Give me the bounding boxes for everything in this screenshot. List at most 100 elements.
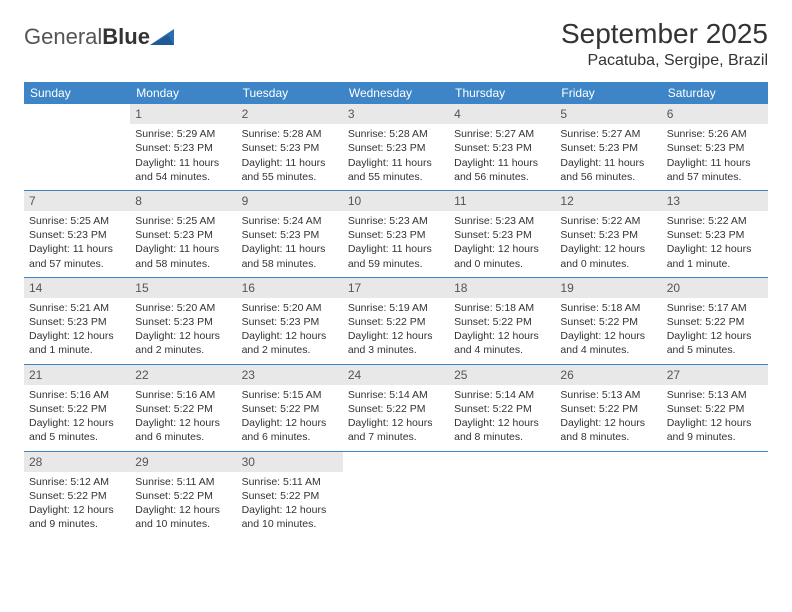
- weekday-cell: Sunday: [24, 82, 130, 104]
- sunset-text: Sunset: 5:22 PM: [454, 402, 550, 416]
- day-number: 16: [237, 278, 343, 298]
- daylight-text: Daylight: 12 hours and 8 minutes.: [454, 416, 550, 444]
- day-cell: 20Sunrise: 5:17 AMSunset: 5:22 PMDayligh…: [662, 278, 768, 364]
- day-number: 8: [130, 191, 236, 211]
- day-body: Sunrise: 5:20 AMSunset: 5:23 PMDaylight:…: [237, 298, 343, 364]
- daylight-text: Daylight: 12 hours and 5 minutes.: [667, 329, 763, 357]
- daylight-text: Daylight: 12 hours and 5 minutes.: [29, 416, 125, 444]
- day-body: Sunrise: 5:22 AMSunset: 5:23 PMDaylight:…: [662, 211, 768, 277]
- sunrise-text: Sunrise: 5:14 AM: [454, 388, 550, 402]
- sunset-text: Sunset: 5:23 PM: [348, 141, 444, 155]
- daylight-text: Daylight: 12 hours and 2 minutes.: [135, 329, 231, 357]
- day-cell: 30Sunrise: 5:11 AMSunset: 5:22 PMDayligh…: [237, 452, 343, 538]
- header: GeneralBlue September 2025 Pacatuba, Ser…: [24, 18, 768, 70]
- day-body: Sunrise: 5:18 AMSunset: 5:22 PMDaylight:…: [555, 298, 661, 364]
- weekday-cell: Monday: [130, 82, 236, 104]
- day-cell: 26Sunrise: 5:13 AMSunset: 5:22 PMDayligh…: [555, 365, 661, 451]
- daylight-text: Daylight: 11 hours and 56 minutes.: [454, 156, 550, 184]
- day-body: Sunrise: 5:14 AMSunset: 5:22 PMDaylight:…: [449, 385, 555, 451]
- logo-word1: General: [24, 24, 102, 49]
- sunset-text: Sunset: 5:23 PM: [242, 315, 338, 329]
- daylight-text: Daylight: 12 hours and 1 minute.: [667, 242, 763, 270]
- day-cell: 19Sunrise: 5:18 AMSunset: 5:22 PMDayligh…: [555, 278, 661, 364]
- sunset-text: Sunset: 5:23 PM: [560, 228, 656, 242]
- daylight-text: Daylight: 11 hours and 57 minutes.: [667, 156, 763, 184]
- day-body: Sunrise: 5:11 AMSunset: 5:22 PMDaylight:…: [237, 472, 343, 538]
- sunrise-text: Sunrise: 5:25 AM: [135, 214, 231, 228]
- day-body: Sunrise: 5:14 AMSunset: 5:22 PMDaylight:…: [343, 385, 449, 451]
- sunrise-text: Sunrise: 5:23 AM: [454, 214, 550, 228]
- day-cell: .: [343, 452, 449, 538]
- daylight-text: Daylight: 11 hours and 58 minutes.: [242, 242, 338, 270]
- day-cell: 2Sunrise: 5:28 AMSunset: 5:23 PMDaylight…: [237, 104, 343, 190]
- sunrise-text: Sunrise: 5:28 AM: [242, 127, 338, 141]
- day-body: Sunrise: 5:25 AMSunset: 5:23 PMDaylight:…: [24, 211, 130, 277]
- sunset-text: Sunset: 5:23 PM: [29, 228, 125, 242]
- day-body: Sunrise: 5:16 AMSunset: 5:22 PMDaylight:…: [130, 385, 236, 451]
- day-number: 2: [237, 104, 343, 124]
- daylight-text: Daylight: 12 hours and 9 minutes.: [667, 416, 763, 444]
- day-number: 7: [24, 191, 130, 211]
- day-number: 18: [449, 278, 555, 298]
- sunrise-text: Sunrise: 5:20 AM: [242, 301, 338, 315]
- title-block: September 2025 Pacatuba, Sergipe, Brazil: [561, 18, 768, 70]
- daylight-text: Daylight: 12 hours and 2 minutes.: [242, 329, 338, 357]
- daylight-text: Daylight: 12 hours and 6 minutes.: [135, 416, 231, 444]
- sunset-text: Sunset: 5:23 PM: [135, 141, 231, 155]
- day-number: 12: [555, 191, 661, 211]
- sunset-text: Sunset: 5:22 PM: [348, 315, 444, 329]
- sunset-text: Sunset: 5:22 PM: [29, 402, 125, 416]
- sunrise-text: Sunrise: 5:22 AM: [560, 214, 656, 228]
- sunrise-text: Sunrise: 5:13 AM: [560, 388, 656, 402]
- day-cell: 22Sunrise: 5:16 AMSunset: 5:22 PMDayligh…: [130, 365, 236, 451]
- sunrise-text: Sunrise: 5:23 AM: [348, 214, 444, 228]
- day-cell: 9Sunrise: 5:24 AMSunset: 5:23 PMDaylight…: [237, 191, 343, 277]
- week-row: 28Sunrise: 5:12 AMSunset: 5:22 PMDayligh…: [24, 452, 768, 538]
- sunset-text: Sunset: 5:23 PM: [135, 228, 231, 242]
- day-body: Sunrise: 5:19 AMSunset: 5:22 PMDaylight:…: [343, 298, 449, 364]
- sunrise-text: Sunrise: 5:19 AM: [348, 301, 444, 315]
- daylight-text: Daylight: 12 hours and 4 minutes.: [454, 329, 550, 357]
- day-cell: 18Sunrise: 5:18 AMSunset: 5:22 PMDayligh…: [449, 278, 555, 364]
- sunset-text: Sunset: 5:22 PM: [667, 315, 763, 329]
- day-number: 5: [555, 104, 661, 124]
- day-number: 24: [343, 365, 449, 385]
- week-row: 7Sunrise: 5:25 AMSunset: 5:23 PMDaylight…: [24, 191, 768, 278]
- day-cell: 14Sunrise: 5:21 AMSunset: 5:23 PMDayligh…: [24, 278, 130, 364]
- day-cell: 13Sunrise: 5:22 AMSunset: 5:23 PMDayligh…: [662, 191, 768, 277]
- daylight-text: Daylight: 11 hours and 58 minutes.: [135, 242, 231, 270]
- day-cell: 3Sunrise: 5:28 AMSunset: 5:23 PMDaylight…: [343, 104, 449, 190]
- sunrise-text: Sunrise: 5:26 AM: [667, 127, 763, 141]
- day-body: Sunrise: 5:27 AMSunset: 5:23 PMDaylight:…: [555, 124, 661, 190]
- sunrise-text: Sunrise: 5:14 AM: [348, 388, 444, 402]
- day-cell: 27Sunrise: 5:13 AMSunset: 5:22 PMDayligh…: [662, 365, 768, 451]
- day-cell: 16Sunrise: 5:20 AMSunset: 5:23 PMDayligh…: [237, 278, 343, 364]
- day-number: 29: [130, 452, 236, 472]
- sunset-text: Sunset: 5:22 PM: [135, 489, 231, 503]
- day-number: 21: [24, 365, 130, 385]
- day-cell: .: [555, 452, 661, 538]
- day-number: 20: [662, 278, 768, 298]
- day-cell: 23Sunrise: 5:15 AMSunset: 5:22 PMDayligh…: [237, 365, 343, 451]
- day-body: Sunrise: 5:24 AMSunset: 5:23 PMDaylight:…: [237, 211, 343, 277]
- weekday-cell: Saturday: [662, 82, 768, 104]
- day-body: Sunrise: 5:27 AMSunset: 5:23 PMDaylight:…: [449, 124, 555, 190]
- day-body: Sunrise: 5:15 AMSunset: 5:22 PMDaylight:…: [237, 385, 343, 451]
- day-body: Sunrise: 5:23 AMSunset: 5:23 PMDaylight:…: [449, 211, 555, 277]
- day-number: 30: [237, 452, 343, 472]
- sunrise-text: Sunrise: 5:29 AM: [135, 127, 231, 141]
- weeks-container: .1Sunrise: 5:29 AMSunset: 5:23 PMDayligh…: [24, 104, 768, 537]
- day-number: 11: [449, 191, 555, 211]
- day-number: 19: [555, 278, 661, 298]
- daylight-text: Daylight: 12 hours and 0 minutes.: [560, 242, 656, 270]
- day-body: Sunrise: 5:22 AMSunset: 5:23 PMDaylight:…: [555, 211, 661, 277]
- logo-text: GeneralBlue: [24, 24, 150, 50]
- sunrise-text: Sunrise: 5:18 AM: [560, 301, 656, 315]
- sunrise-text: Sunrise: 5:22 AM: [667, 214, 763, 228]
- week-row: .1Sunrise: 5:29 AMSunset: 5:23 PMDayligh…: [24, 104, 768, 191]
- daylight-text: Daylight: 12 hours and 0 minutes.: [454, 242, 550, 270]
- daylight-text: Daylight: 12 hours and 7 minutes.: [348, 416, 444, 444]
- sunrise-text: Sunrise: 5:15 AM: [242, 388, 338, 402]
- day-body: Sunrise: 5:21 AMSunset: 5:23 PMDaylight:…: [24, 298, 130, 364]
- sunset-text: Sunset: 5:23 PM: [560, 141, 656, 155]
